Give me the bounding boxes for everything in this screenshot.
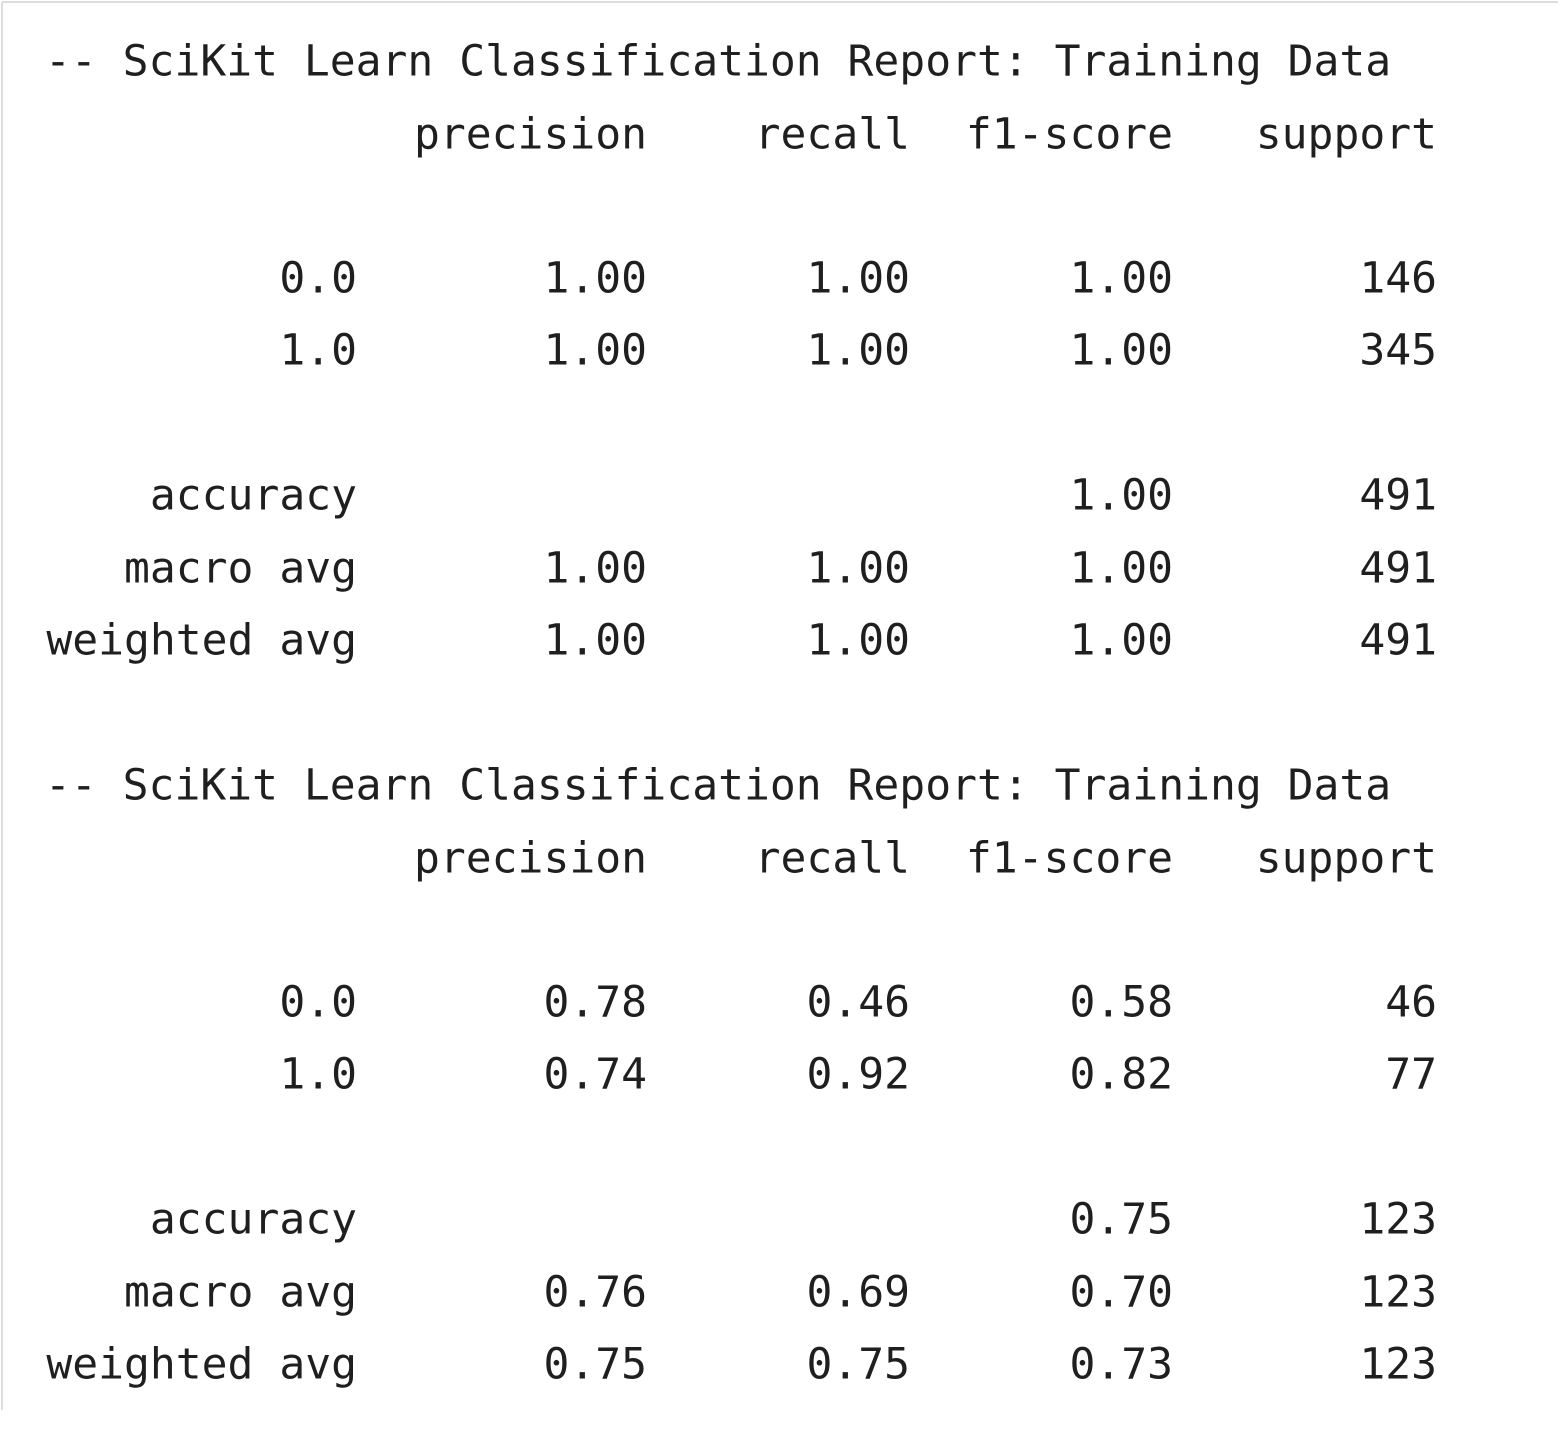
cell-value: 1.00 — [543, 254, 647, 304]
column-header: recall — [755, 834, 910, 884]
cell-value: 1.00 — [806, 544, 910, 594]
cell-value: 1.00 — [1069, 471, 1173, 521]
cell-value: 0.75 — [1069, 1195, 1173, 1245]
column-header: recall — [755, 110, 910, 160]
cell-value: 0.73 — [1069, 1340, 1173, 1390]
row-label: accuracy — [150, 471, 357, 521]
row-label: accuracy — [150, 1195, 357, 1245]
column-header: support — [1256, 110, 1437, 160]
cell-value: 491 — [1359, 471, 1437, 521]
cell-value: 123 — [1359, 1340, 1437, 1390]
column-header: f1-score — [966, 834, 1173, 884]
cell-value: 0.58 — [1069, 978, 1173, 1028]
cell-value: 1.00 — [806, 616, 910, 666]
row-label: 1.0 — [279, 326, 357, 376]
cell-value: 1.00 — [543, 616, 647, 666]
row-label: 1.0 — [279, 1050, 357, 1100]
cell-value: 46 — [1385, 978, 1437, 1028]
cell-value: 1.00 — [1069, 254, 1173, 304]
row-label: 0.0 — [279, 254, 357, 304]
cell-value: 1.00 — [806, 254, 910, 304]
cell-value: 0.76 — [543, 1268, 647, 1318]
row-label: macro avg — [124, 544, 357, 594]
cell-value: 1.00 — [543, 326, 647, 376]
cell-value: 0.70 — [1069, 1268, 1173, 1318]
cell-value: 1.00 — [1069, 544, 1173, 594]
cell-value: 123 — [1359, 1268, 1437, 1318]
cell-value: 1.00 — [1069, 326, 1173, 376]
report-title: -- SciKit Learn Classification Report: T… — [45, 761, 1391, 811]
row-label: weighted avg — [46, 616, 357, 666]
column-header: f1-score — [966, 110, 1173, 160]
cell-value: 146 — [1359, 254, 1437, 304]
cell-value: 345 — [1359, 326, 1437, 376]
row-label: 0.0 — [279, 978, 357, 1028]
cell-value: 0.75 — [806, 1340, 910, 1390]
row-label: weighted avg — [46, 1340, 357, 1390]
row-label: macro avg — [124, 1268, 357, 1318]
cell-value: 0.78 — [543, 978, 647, 1028]
cell-value: 0.92 — [806, 1050, 910, 1100]
column-header: support — [1256, 834, 1437, 884]
cell-value: 77 — [1385, 1050, 1437, 1100]
cell-value: 0.74 — [543, 1050, 647, 1100]
report-title: -- SciKit Learn Classification Report: T… — [45, 37, 1391, 87]
cell-value: 0.75 — [543, 1340, 647, 1390]
cell-value: 491 — [1359, 616, 1437, 666]
cell-value: 0.69 — [806, 1268, 910, 1318]
column-header: precision — [414, 110, 647, 160]
column-header: precision — [414, 834, 647, 884]
cell-value: 123 — [1359, 1195, 1437, 1245]
cell-value: 1.00 — [543, 544, 647, 594]
cell-value: 1.00 — [806, 326, 910, 376]
cell-value: 1.00 — [1069, 616, 1173, 666]
cell-value: 0.82 — [1069, 1050, 1173, 1100]
cell-value: 0.46 — [806, 978, 910, 1028]
cell-value: 491 — [1359, 544, 1437, 594]
